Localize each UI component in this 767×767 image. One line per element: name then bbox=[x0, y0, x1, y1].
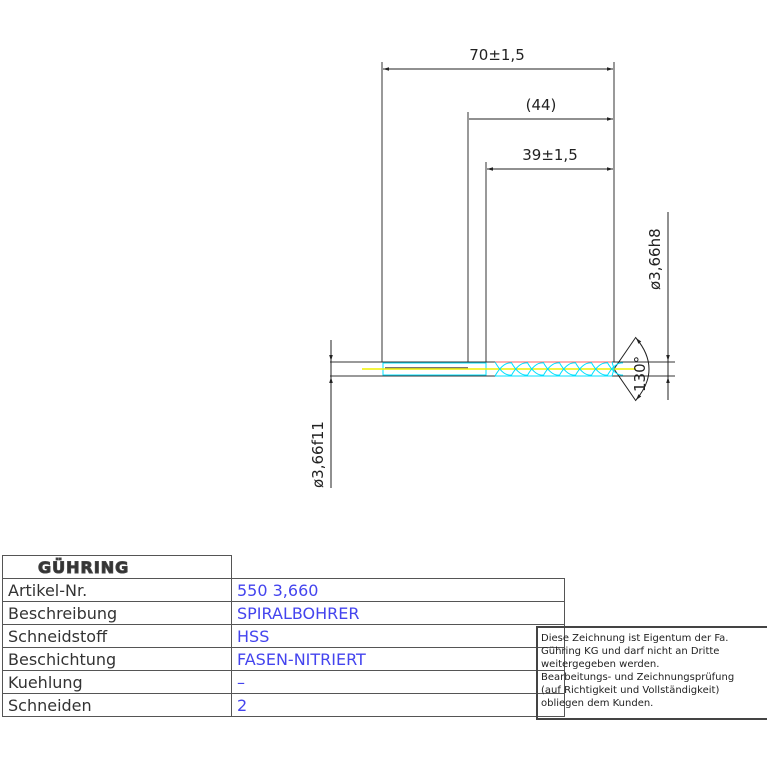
extension-lines bbox=[330, 62, 675, 377]
notice-line: weitergegeben werden. bbox=[541, 659, 660, 670]
point-angle-label: 130° bbox=[631, 356, 649, 392]
row-label: Beschichtung bbox=[2, 647, 232, 671]
row-label: Schneiden bbox=[2, 693, 232, 717]
row-label: Kuehlung bbox=[2, 670, 232, 694]
row-value: 550 3,660 bbox=[231, 578, 565, 602]
row-value: HSS bbox=[231, 624, 565, 648]
company-logo: GÜHRING bbox=[2, 555, 232, 579]
notice-line: Gühring KG und darf nicht an Dritte bbox=[541, 646, 720, 657]
table-row: Beschreibung SPIRALBOHRER bbox=[2, 601, 565, 625]
dim-shank-label: (44) bbox=[526, 96, 557, 114]
notice-line: Bearbeitungs- und Zeichnungsprüfung bbox=[541, 672, 735, 683]
table-row: Schneidstoff HSS bbox=[2, 624, 565, 648]
table-row: Beschichtung FASEN-NITRIERT bbox=[2, 647, 565, 671]
row-value: 2 bbox=[231, 693, 565, 717]
table-row: Kuehlung – bbox=[2, 670, 565, 694]
row-value: – bbox=[231, 670, 565, 694]
table-row: Schneiden 2 bbox=[2, 693, 565, 717]
notice-line: Diese Zeichnung ist Eigentum der Fa. bbox=[541, 633, 729, 644]
row-value: FASEN-NITRIERT bbox=[231, 647, 565, 671]
dim-shank-diameter-label: ø3,66h8 bbox=[646, 228, 664, 290]
ownership-notice: Diese Zeichnung ist Eigentum der Fa. Güh… bbox=[536, 626, 767, 720]
row-label: Beschreibung bbox=[2, 601, 232, 625]
row-value: SPIRALBOHRER bbox=[231, 601, 565, 625]
row-label: Schneidstoff bbox=[2, 624, 232, 648]
drill-body bbox=[362, 361, 636, 377]
dim-overall-label: 70±1,5 bbox=[469, 46, 525, 64]
row-label: Artikel-Nr. bbox=[2, 578, 232, 602]
notice-line: obliegen dem Kunden. bbox=[541, 698, 654, 709]
dim-body-diameter-label: ø3,66f11 bbox=[309, 421, 327, 488]
notice-line: (auf Richtigkeit und Vollständigkeit) bbox=[541, 685, 720, 696]
dim-flute-label: 39±1,5 bbox=[522, 146, 578, 164]
title-block: GÜHRING Artikel-Nr. 550 3,660 Beschreibun… bbox=[2, 555, 565, 717]
table-row: Artikel-Nr. 550 3,660 bbox=[2, 578, 565, 602]
dimension-lines bbox=[329, 67, 670, 488]
